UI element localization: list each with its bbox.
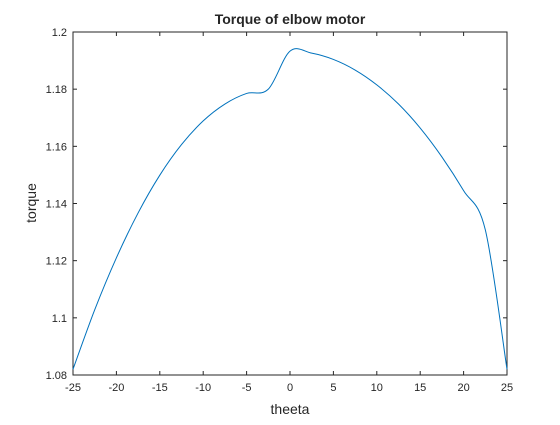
- chart-title: Torque of elbow motor: [215, 11, 366, 27]
- x-tick-label: -20: [108, 382, 124, 394]
- x-tick-label: -5: [242, 382, 252, 394]
- y-tick-label: 1.18: [46, 84, 67, 96]
- x-tick-label: 20: [457, 382, 469, 394]
- plot-area: [72, 31, 508, 376]
- series-group: [72, 48, 508, 370]
- x-tick-label: -15: [152, 382, 168, 394]
- series-line: [72, 48, 508, 370]
- y-tick-label: 1.14: [46, 199, 67, 211]
- x-tick-label: 0: [287, 382, 293, 394]
- x-tick-label: -25: [65, 382, 81, 394]
- y-tick-label: 1.16: [46, 141, 67, 153]
- y-tick-label: 1.2: [52, 27, 67, 39]
- x-axis-label: theeta: [271, 401, 310, 417]
- y-tick-label: 1.08: [46, 370, 67, 382]
- y-axis-ticks: 1.08 1.1 1.12 1.14 1.16 1.18 1.2: [46, 27, 507, 382]
- y-tick-label: 1.12: [46, 256, 67, 268]
- x-tick-label: 25: [501, 382, 513, 394]
- x-tick-label: 15: [414, 382, 426, 394]
- y-axis-label: torque: [23, 183, 39, 223]
- x-tick-label: 5: [330, 382, 336, 394]
- x-tick-label: 10: [371, 382, 383, 394]
- y-tick-label: 1.1: [52, 313, 67, 325]
- x-axis-ticks: -25 -20 -15 -10 -5 0 5 10 15 20 25: [65, 32, 513, 394]
- x-tick-label: -10: [195, 382, 211, 394]
